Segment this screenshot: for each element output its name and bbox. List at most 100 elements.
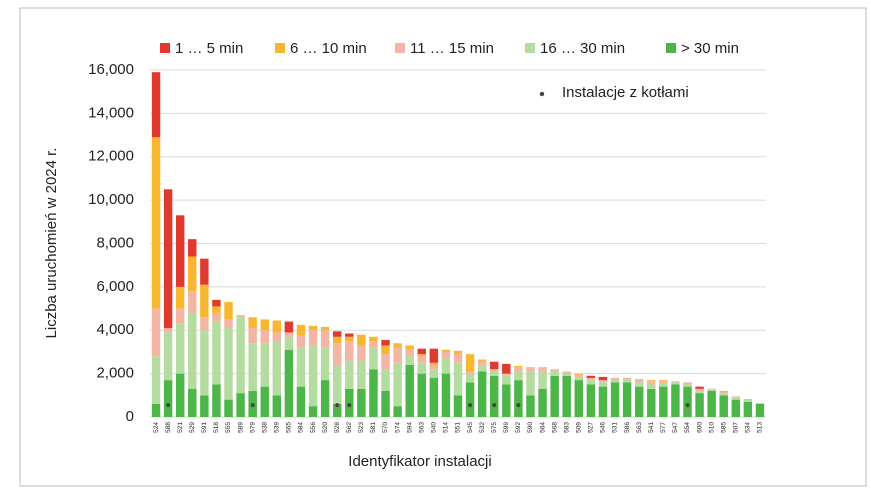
y-tick-label: 16,000 xyxy=(88,61,134,78)
bar-segment xyxy=(574,373,584,375)
bar-segment xyxy=(477,359,487,362)
bar-segment xyxy=(320,380,330,417)
bar-segment xyxy=(441,373,451,417)
bar-segment xyxy=(731,399,741,417)
legend-label: 11 … 15 min xyxy=(410,40,494,57)
bar-segment xyxy=(417,356,426,363)
bar-segment xyxy=(490,361,499,370)
bar-segment xyxy=(272,395,282,417)
bar-segment xyxy=(393,362,402,407)
y-axis-title: Liczba uruchomień w 2024 r. xyxy=(43,148,60,339)
x-tick-label: 586 xyxy=(624,422,631,433)
bar-segment xyxy=(683,382,692,385)
bar-segment xyxy=(453,362,463,396)
bar-segment xyxy=(357,334,366,346)
x-tick-label: 574 xyxy=(394,422,401,433)
x-tick-label: 524 xyxy=(153,422,160,433)
bar-segment xyxy=(151,137,161,309)
x-tick-label: 562 xyxy=(346,422,353,433)
bar-segment xyxy=(224,399,233,417)
bar-segment xyxy=(308,330,318,346)
bar-segment xyxy=(731,396,741,398)
x-tick-label: 575 xyxy=(491,422,498,433)
x-tick-label: 563 xyxy=(418,422,425,433)
marker-dot xyxy=(492,403,497,408)
bar-segment xyxy=(381,390,390,417)
x-tick-label: 513 xyxy=(757,422,764,433)
bar-segment xyxy=(683,386,692,417)
bar-segment xyxy=(212,299,221,307)
bar-segment xyxy=(188,388,197,417)
x-tick-label: 589 xyxy=(237,422,244,433)
bar-segment xyxy=(538,388,547,417)
bar-segment xyxy=(647,388,656,417)
bar-segment xyxy=(490,371,499,376)
bar-segment xyxy=(163,328,173,333)
bar-segment xyxy=(260,330,269,344)
bar-segment xyxy=(332,331,342,337)
y-tick-label: 12,000 xyxy=(88,148,134,165)
bar-segment xyxy=(248,317,257,329)
bar-segment xyxy=(224,319,233,329)
bar-segment xyxy=(284,349,294,417)
bar-segment xyxy=(308,325,318,331)
x-tick-label: 594 xyxy=(406,422,413,433)
bar-segment xyxy=(598,382,608,387)
bar-segment xyxy=(477,371,487,417)
bar-segment xyxy=(622,382,632,417)
y-tick-label: 2,000 xyxy=(96,365,134,382)
bar-segment xyxy=(695,393,704,417)
bar-segment xyxy=(743,401,753,417)
bar-segment xyxy=(671,382,680,385)
bar-segment xyxy=(393,347,402,363)
bar-segment xyxy=(707,389,716,391)
bar-segment xyxy=(743,400,753,402)
x-tick-label: 534 xyxy=(745,422,752,433)
bar-segment xyxy=(550,375,559,417)
legend-label: Instalacje z kotłami xyxy=(562,84,689,101)
x-tick-label: 531 xyxy=(612,422,619,433)
bar-segment xyxy=(345,341,354,361)
bar-segment xyxy=(477,364,487,372)
x-tick-label: 555 xyxy=(225,422,232,433)
bar-segment xyxy=(429,362,439,365)
x-tick-label: 579 xyxy=(249,422,256,433)
bar-segment xyxy=(188,256,197,292)
bar-segment xyxy=(477,361,487,365)
bar-segment xyxy=(175,286,185,309)
bar-segment xyxy=(465,371,475,374)
bar-segment xyxy=(272,320,282,333)
bar-segment xyxy=(634,386,644,417)
bar-segment xyxy=(586,380,596,385)
marker-dot xyxy=(250,403,255,408)
y-tick-label: 10,000 xyxy=(88,191,134,208)
bar-segment xyxy=(308,406,318,417)
bar-segment xyxy=(441,349,451,352)
bar-segment xyxy=(429,377,439,417)
bar-segment xyxy=(550,369,559,372)
y-tick-label: 8,000 xyxy=(96,234,134,251)
bar-segment xyxy=(502,375,511,385)
bar-segment xyxy=(200,317,209,331)
bar-segment xyxy=(598,380,608,383)
x-tick-label: 514 xyxy=(443,422,450,433)
bar-segment xyxy=(610,377,620,381)
x-tick-label: 546 xyxy=(600,422,607,433)
x-tick-label: 523 xyxy=(358,422,365,433)
bar-segment xyxy=(731,397,741,400)
bar-segment xyxy=(405,349,414,357)
x-tick-label: 541 xyxy=(648,422,655,433)
bar-segment xyxy=(369,369,378,417)
bar-segment xyxy=(381,369,390,391)
bar-segment xyxy=(296,335,306,348)
bar-segment xyxy=(296,324,306,336)
bar-segment xyxy=(332,336,342,344)
x-tick-label: 532 xyxy=(479,422,486,433)
bar-segment xyxy=(248,328,257,344)
bar-segment xyxy=(659,383,668,387)
bar-segment xyxy=(574,376,584,381)
x-tick-label: 564 xyxy=(539,422,546,433)
x-tick-label: 540 xyxy=(431,422,438,433)
x-tick-label: 518 xyxy=(213,422,220,433)
